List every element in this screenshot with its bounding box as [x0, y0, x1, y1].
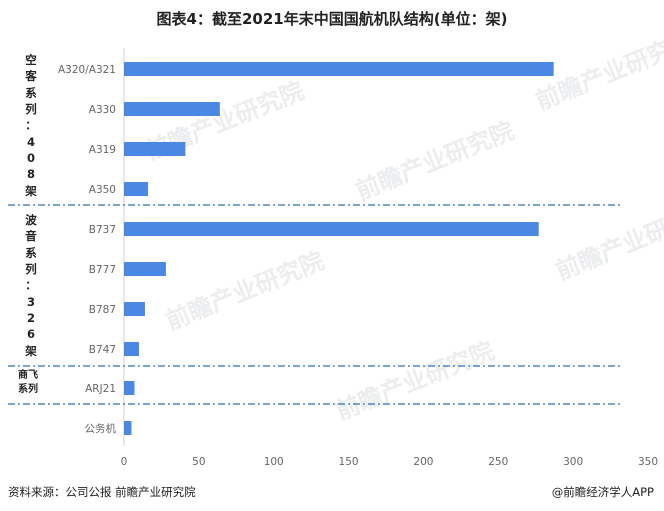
bar: [124, 142, 186, 156]
bar: [124, 262, 166, 276]
category-label: B787: [89, 304, 116, 316]
group-label-boeing: 波音系列： 3 2 6 架: [25, 213, 37, 358]
category-label: A319: [89, 144, 116, 156]
category-label: 公务机: [85, 422, 117, 435]
watermark-text: 前瞻产业研究院: [162, 247, 328, 336]
category-label: ARJ21: [85, 383, 116, 395]
group-label-airbus: 空客系列： 4 0 8 架: [25, 53, 37, 198]
category-label: A320/A321: [58, 64, 116, 76]
category-label: A350: [89, 184, 116, 196]
bar: [124, 302, 145, 316]
brand-credit: @前瞻经济学人APP: [551, 485, 654, 499]
category-label: A330: [89, 104, 116, 116]
bar: [124, 381, 135, 395]
group-label-comac: 商飞 系列: [18, 370, 38, 395]
watermark-text: 前瞻产业研究院: [552, 197, 664, 286]
bar: [124, 342, 139, 356]
x-tick-label: 300: [563, 456, 583, 468]
x-tick-label: 150: [339, 456, 359, 468]
x-tick-label: 350: [638, 456, 658, 468]
watermark-text: 前瞻产业研究院: [352, 117, 518, 206]
category-label: B737: [89, 224, 116, 236]
bar: [124, 182, 148, 196]
x-tick-label: 200: [413, 456, 433, 468]
bar: [124, 102, 220, 116]
category-label: B777: [89, 264, 116, 276]
x-tick-label: 250: [488, 456, 508, 468]
source-note: 资料来源：公司公报 前瞻产业研究院: [8, 485, 196, 499]
category-label: B747: [89, 344, 116, 356]
watermark-text: 前瞻产业研究院: [332, 337, 498, 426]
x-tick-label: 0: [121, 456, 128, 468]
bar: [124, 222, 539, 236]
x-tick-label: 50: [192, 456, 205, 468]
chart-title: 图表4：截至2021年末中国国航机队结构(单位：架): [156, 10, 508, 28]
x-tick-label: 100: [264, 456, 284, 468]
bar: [124, 421, 132, 435]
bar: [124, 62, 554, 76]
